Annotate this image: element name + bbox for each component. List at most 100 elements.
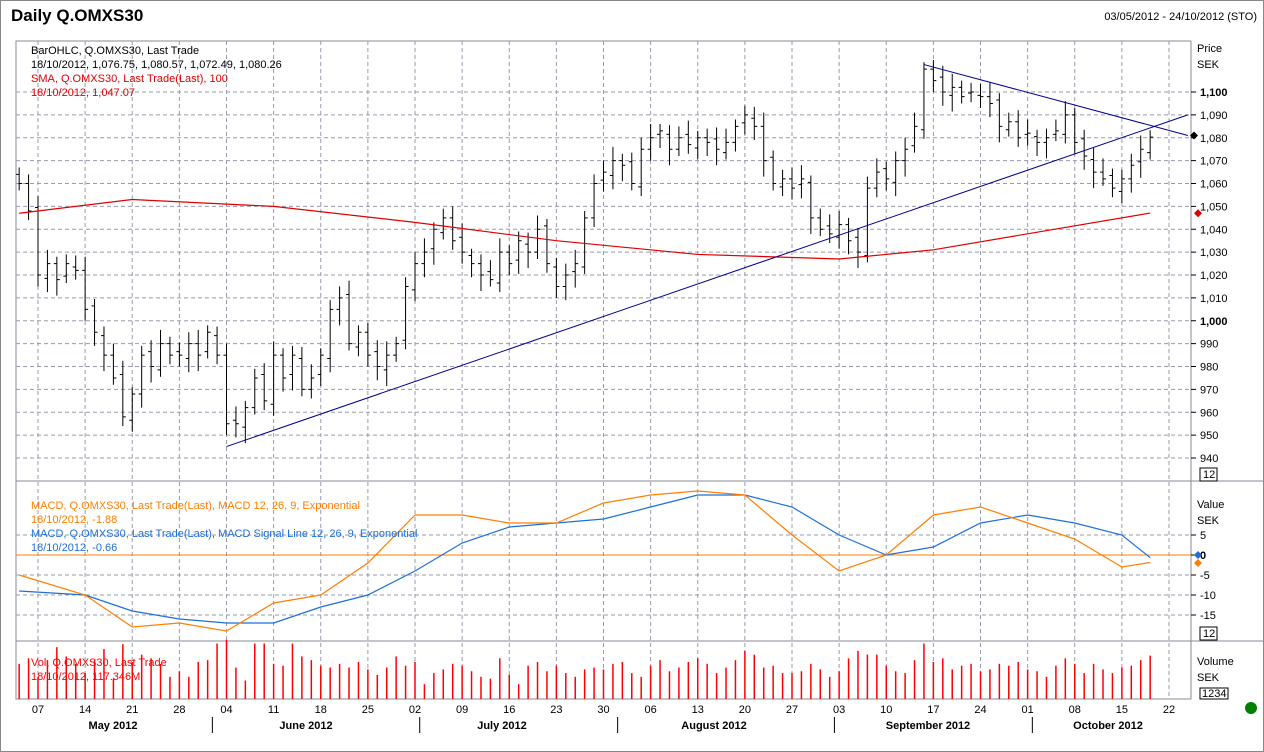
x-tick-label: 08 <box>1069 704 1081 716</box>
price-tick-label: 1,000 <box>1200 316 1228 328</box>
ohlc-bar <box>845 217 852 255</box>
ohlc-bar <box>1081 129 1088 170</box>
x-tick-label: 02 <box>409 704 421 716</box>
ohlc-bar <box>232 406 239 438</box>
ohlc-bar <box>496 238 503 293</box>
ohlc-bar <box>459 223 466 264</box>
ohlc-bar <box>1137 135 1144 178</box>
x-tick-label: 04 <box>220 704 232 716</box>
trendline <box>226 114 1189 448</box>
ohlc-bar <box>732 119 739 152</box>
volume-legend-title: Vol, Q.OMXS30, Last Trade <box>31 657 167 669</box>
x-tick-label: 25 <box>362 704 374 716</box>
ohlc-bar <box>770 150 777 191</box>
x-tick-label: 23 <box>550 704 562 716</box>
ohlc-bar <box>487 260 494 287</box>
price-tick-label: 980 <box>1200 362 1218 374</box>
macd-scale-badge <box>1199 626 1218 641</box>
macd-line <box>18 490 1151 632</box>
price-tick-label: 1,090 <box>1200 110 1228 122</box>
price-tick-label: 1,030 <box>1200 247 1228 259</box>
x-tick-label: 27 <box>786 704 798 716</box>
price-scale-badge-text: 12 <box>1203 469 1215 481</box>
ohlc-bar <box>308 364 315 399</box>
sma-line <box>19 198 1151 260</box>
volume-scale-badge-text: 1234 <box>1202 688 1226 700</box>
macd-legend-title: MACD, Q.OMXS30, Last Trade(Last), MACD 1… <box>31 500 360 512</box>
ohlc-bar <box>968 82 975 103</box>
price-tick-label: 1,050 <box>1200 201 1228 213</box>
ohlc-bar <box>176 342 183 367</box>
price-tick-label: 1,060 <box>1200 179 1228 191</box>
ohlc-bar <box>355 325 362 357</box>
macd-tick-label: 0 <box>1200 550 1206 562</box>
ohlc-bar <box>930 59 937 92</box>
x-tick-label: 17 <box>927 704 939 716</box>
ohlc-bar <box>996 93 1003 143</box>
macd-marker <box>1194 559 1202 567</box>
price-legend-values: 18/10/2012, 1,076.75, 1,080.57, 1,072.49… <box>31 59 282 71</box>
ohlc-bar <box>1034 129 1041 157</box>
ohlc-bar <box>628 152 635 191</box>
ohlc-bar <box>685 120 692 154</box>
price-axis-label: Price <box>1197 43 1222 55</box>
ohlc-bar <box>1062 101 1069 144</box>
ohlc-bar <box>657 124 664 149</box>
volume-axis-unit: SEK <box>1197 672 1220 684</box>
price-tick-label: 1,070 <box>1200 156 1228 168</box>
ohlc-bar <box>789 167 795 200</box>
macd-axis-label: Value <box>1197 499 1224 511</box>
ohlc-bar <box>562 263 569 301</box>
ohlc-bar <box>525 232 532 269</box>
macd-legend-value: 18/10/2012, -1.88 <box>31 514 118 526</box>
month-label: June 2012 <box>279 720 332 732</box>
ohlc-bar <box>261 363 268 410</box>
x-tick-label: 13 <box>692 704 704 716</box>
ohlc-bar <box>581 210 588 274</box>
ohlc-bar <box>166 336 173 365</box>
x-tick-label: 06 <box>645 704 657 716</box>
ohlc-bar <box>892 151 899 197</box>
volume-scale-badge <box>1199 687 1229 700</box>
ohlc-bar <box>298 347 305 397</box>
price-tick-label: 960 <box>1200 407 1218 419</box>
ohlc-bar <box>346 280 353 351</box>
signal-marker <box>1194 551 1202 559</box>
ohlc-bar <box>873 158 880 198</box>
x-tick-label: 20 <box>739 704 751 716</box>
x-tick-label: 11 <box>268 704 279 716</box>
ohlc-bar <box>63 254 70 284</box>
ohlc-bar <box>883 161 890 191</box>
macd-tick-label: -5 <box>1200 570 1210 582</box>
ohlc-bar <box>280 348 287 392</box>
ohlc-bar <box>939 65 946 106</box>
ohlc-bar <box>949 73 956 112</box>
ohlc-bar <box>977 83 984 109</box>
ohlc-bar <box>383 341 390 386</box>
ohlc-bar <box>1024 119 1031 146</box>
trendline <box>923 64 1188 136</box>
macd-tick-label: 5 <box>1200 530 1206 542</box>
price-tick-label: 1,020 <box>1200 270 1228 282</box>
ohlc-bar <box>195 329 202 372</box>
ohlc-bar <box>920 62 927 139</box>
ohlc-bar <box>666 125 673 166</box>
signal-legend-value: 18/10/2012, -0.66 <box>31 542 118 554</box>
price-legend: BarOHLC, Q.OMXS30, Last Trade 18/10/2012… <box>31 44 282 72</box>
x-tick-label: 15 <box>1116 704 1128 716</box>
ohlc-bar <box>477 254 484 292</box>
ohlc-bar <box>817 208 824 237</box>
ohlc-bar <box>704 128 711 157</box>
x-tick-label: 21 <box>126 704 138 716</box>
ohlc-bar <box>119 360 126 426</box>
ohlc-bar <box>1118 169 1125 203</box>
macd-tick-label: -10 <box>1200 590 1216 602</box>
ohlc-bar <box>72 255 79 280</box>
ohlc-bar <box>402 277 409 350</box>
ohlc-bar <box>506 245 513 275</box>
x-tick-label: 10 <box>880 704 892 716</box>
ohlc-bar <box>543 218 550 273</box>
ohlc-bar <box>25 174 32 221</box>
ohlc-bar <box>638 137 645 197</box>
